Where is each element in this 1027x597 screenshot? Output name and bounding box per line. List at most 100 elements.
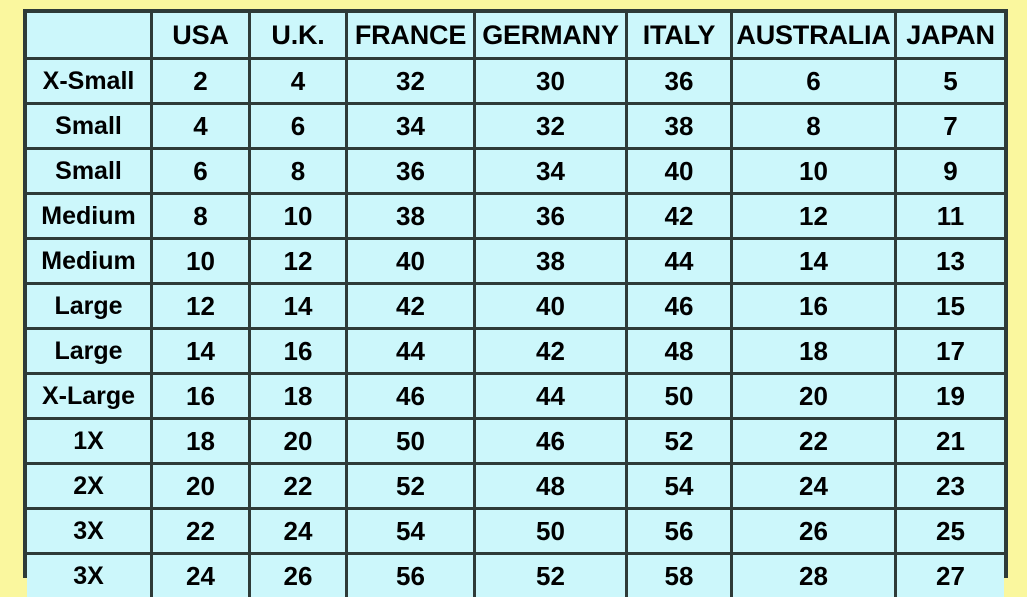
cell-france: 34 [348,105,476,150]
cell-size-label: Medium [27,240,153,285]
cell-size-label: Medium [27,195,153,240]
cell-germany: 30 [476,60,628,105]
cell-italy: 52 [628,420,733,465]
cell-size-label: 3X [27,510,153,555]
table-row: 3X 24 26 56 52 58 28 27 [27,555,1004,597]
cell-france: 36 [348,150,476,195]
cell-size-label: 2X [27,465,153,510]
cell-japan: 15 [897,285,1004,330]
cell-size-label: 1X [27,420,153,465]
cell-japan: 23 [897,465,1004,510]
header-cell-size [27,13,153,60]
cell-usa: 6 [153,150,251,195]
cell-france: 56 [348,555,476,597]
header-row: USA U.K. FRANCE GERMANY ITALY AUSTRALIA … [27,13,1004,60]
header-cell-italy: ITALY [628,13,733,60]
cell-italy: 40 [628,150,733,195]
cell-australia: 8 [733,105,897,150]
table-header: USA U.K. FRANCE GERMANY ITALY AUSTRALIA … [27,13,1004,60]
cell-uk: 10 [251,195,348,240]
cell-italy: 36 [628,60,733,105]
cell-germany: 44 [476,375,628,420]
size-conversion-table: USA U.K. FRANCE GERMANY ITALY AUSTRALIA … [27,13,1004,597]
cell-japan: 19 [897,375,1004,420]
table-row: Large 14 16 44 42 48 18 17 [27,330,1004,375]
table-row: X-Small 2 4 32 30 36 6 5 [27,60,1004,105]
cell-australia: 28 [733,555,897,597]
cell-germany: 40 [476,285,628,330]
table-row: 2X 20 22 52 48 54 24 23 [27,465,1004,510]
cell-uk: 6 [251,105,348,150]
table-row: Medium 8 10 38 36 42 12 11 [27,195,1004,240]
table-row: Small 6 8 36 34 40 10 9 [27,150,1004,195]
cell-germany: 52 [476,555,628,597]
cell-france: 42 [348,285,476,330]
cell-germany: 46 [476,420,628,465]
table-row: Large 12 14 42 40 46 16 15 [27,285,1004,330]
cell-germany: 34 [476,150,628,195]
cell-australia: 24 [733,465,897,510]
cell-uk: 24 [251,510,348,555]
cell-uk: 8 [251,150,348,195]
cell-france: 32 [348,60,476,105]
cell-france: 44 [348,330,476,375]
cell-france: 54 [348,510,476,555]
cell-japan: 11 [897,195,1004,240]
cell-australia: 16 [733,285,897,330]
cell-size-label: Small [27,150,153,195]
cell-italy: 48 [628,330,733,375]
cell-australia: 12 [733,195,897,240]
cell-france: 50 [348,420,476,465]
cell-germany: 50 [476,510,628,555]
cell-usa: 18 [153,420,251,465]
cell-uk: 18 [251,375,348,420]
cell-japan: 21 [897,420,1004,465]
header-cell-uk: U.K. [251,13,348,60]
cell-australia: 26 [733,510,897,555]
cell-japan: 27 [897,555,1004,597]
cell-size-label: X-Large [27,375,153,420]
cell-size-label: 3X [27,555,153,597]
cell-germany: 32 [476,105,628,150]
cell-usa: 10 [153,240,251,285]
cell-japan: 7 [897,105,1004,150]
cell-usa: 22 [153,510,251,555]
cell-australia: 14 [733,240,897,285]
cell-uk: 14 [251,285,348,330]
cell-australia: 20 [733,375,897,420]
header-cell-usa: USA [153,13,251,60]
header-cell-france: FRANCE [348,13,476,60]
cell-france: 52 [348,465,476,510]
table-body: X-Small 2 4 32 30 36 6 5 Small 4 6 34 32 38 8 7 Small 6 8 3… [27,60,1004,597]
cell-japan: 9 [897,150,1004,195]
header-cell-germany: GERMANY [476,13,628,60]
cell-uk: 16 [251,330,348,375]
cell-italy: 38 [628,105,733,150]
cell-size-label: Large [27,330,153,375]
cell-italy: 58 [628,555,733,597]
cell-uk: 4 [251,60,348,105]
cell-usa: 14 [153,330,251,375]
cell-usa: 8 [153,195,251,240]
table-row: 1X 18 20 50 46 52 22 21 [27,420,1004,465]
cell-italy: 54 [628,465,733,510]
cell-japan: 17 [897,330,1004,375]
table-row: X-Large 16 18 46 44 50 20 19 [27,375,1004,420]
cell-japan: 5 [897,60,1004,105]
cell-size-label: Small [27,105,153,150]
cell-uk: 20 [251,420,348,465]
cell-italy: 42 [628,195,733,240]
table-row: 3X 22 24 54 50 56 26 25 [27,510,1004,555]
cell-australia: 10 [733,150,897,195]
cell-japan: 13 [897,240,1004,285]
cell-australia: 18 [733,330,897,375]
cell-italy: 46 [628,285,733,330]
cell-australia: 22 [733,420,897,465]
cell-usa: 4 [153,105,251,150]
cell-size-label: X-Small [27,60,153,105]
cell-italy: 50 [628,375,733,420]
cell-usa: 16 [153,375,251,420]
cell-france: 40 [348,240,476,285]
cell-italy: 44 [628,240,733,285]
